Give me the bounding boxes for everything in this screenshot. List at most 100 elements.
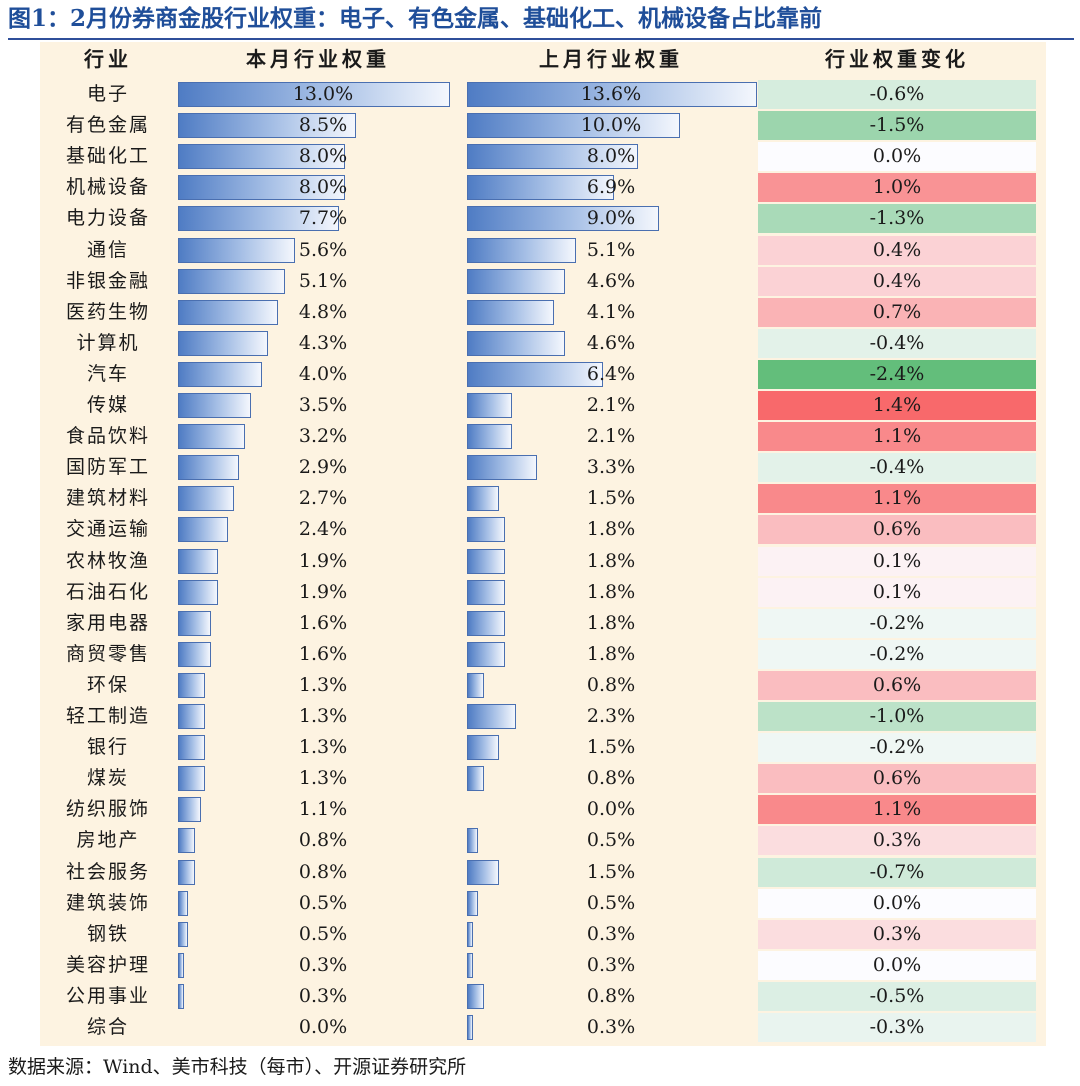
current-weight-bar bbox=[178, 610, 212, 636]
previous-weight-bar bbox=[467, 890, 478, 916]
weight-change-cell: -1.0% bbox=[758, 702, 1036, 731]
previous-weight-bar bbox=[467, 610, 506, 636]
current-weight-label: 1.6% bbox=[298, 642, 348, 665]
current-weight-bar bbox=[178, 299, 279, 325]
previous-weight-label: 0.5% bbox=[586, 829, 636, 852]
previous-weight-label: 10.0% bbox=[580, 114, 642, 137]
previous-weight-label: 4.6% bbox=[586, 269, 636, 292]
previous-weight-bar bbox=[467, 952, 474, 978]
current-weight-bar bbox=[178, 548, 218, 574]
weight-change-cell: 0.6% bbox=[758, 670, 1036, 700]
industry-name: 石油石化 bbox=[65, 580, 150, 603]
current-weight-label: 1.1% bbox=[298, 798, 348, 821]
previous-weight-label: 0.3% bbox=[586, 922, 636, 945]
weight-change-cell: -0.4% bbox=[758, 328, 1036, 358]
current-weight-label: 8.0% bbox=[298, 176, 348, 199]
figure-title: 图1：2月份券商金股行业权重：电子、有色金属、基础化工、机械设备占比靠前 bbox=[8, 5, 823, 32]
previous-weight-bar bbox=[467, 1015, 474, 1040]
weight-change-cell: -0.2% bbox=[758, 733, 1036, 763]
current-weight-label: 4.3% bbox=[298, 331, 348, 354]
weight-change-cell: 0.4% bbox=[758, 266, 1036, 296]
previous-weight-bar bbox=[467, 921, 474, 947]
previous-weight-label: 1.5% bbox=[586, 487, 636, 510]
header-industry: 行业 bbox=[84, 47, 132, 71]
current-weight-bar bbox=[178, 361, 262, 387]
previous-weight-bar bbox=[467, 424, 512, 450]
weight-change-cell: 0.3% bbox=[758, 919, 1036, 949]
current-weight-label: 5.1% bbox=[298, 269, 348, 292]
industry-name: 纺织服饰 bbox=[65, 798, 150, 821]
industry-name: 机械设备 bbox=[65, 176, 150, 199]
previous-weight-bar bbox=[467, 548, 506, 574]
weight-change-cell: 0.1% bbox=[758, 577, 1036, 607]
weight-change-cell: -0.2% bbox=[758, 608, 1036, 638]
previous-weight-bar bbox=[467, 237, 576, 263]
industry-name: 有色金属 bbox=[65, 114, 150, 137]
previous-weight-label: 0.5% bbox=[586, 891, 636, 914]
current-weight-label: 0.3% bbox=[298, 984, 348, 1007]
previous-weight-bar bbox=[467, 206, 659, 232]
industry-name: 通信 bbox=[86, 238, 129, 261]
previous-weight-label: 6.4% bbox=[586, 362, 636, 385]
previous-weight-label: 3.3% bbox=[586, 456, 636, 479]
current-weight-label: 7.7% bbox=[298, 207, 348, 230]
industry-name: 公用事业 bbox=[65, 984, 150, 1007]
industry-name: 电子 bbox=[86, 83, 129, 105]
header-weight-change: 行业权重变化 bbox=[825, 47, 969, 71]
current-weight-bar bbox=[178, 859, 195, 885]
current-weight-bar bbox=[178, 704, 206, 729]
industry-name: 传媒 bbox=[86, 394, 129, 416]
previous-weight-bar bbox=[467, 672, 485, 698]
current-weight-bar bbox=[178, 766, 206, 792]
previous-weight-bar bbox=[467, 330, 566, 356]
current-weight-label: 5.6% bbox=[298, 238, 348, 261]
source-note: 数据来源：Wind、美市科技（每市）、开源证券研究所 bbox=[8, 1056, 467, 1078]
current-weight-label: 0.8% bbox=[298, 860, 348, 883]
current-weight-bar bbox=[178, 175, 346, 201]
current-weight-bar bbox=[178, 144, 346, 170]
industry-name: 食品饮料 bbox=[65, 425, 150, 448]
header-current-weight: 本月行业权重 bbox=[246, 47, 390, 71]
weight-change-cell: -0.6% bbox=[758, 80, 1036, 109]
current-weight-bar bbox=[178, 983, 185, 1009]
current-weight-bar bbox=[178, 797, 201, 823]
current-weight-bar bbox=[178, 921, 189, 947]
current-weight-label: 1.3% bbox=[298, 767, 348, 790]
previous-weight-label: 1.5% bbox=[586, 860, 636, 883]
weight-change-cell: 0.6% bbox=[758, 764, 1036, 794]
previous-weight-label: 0.3% bbox=[586, 1016, 636, 1038]
previous-weight-label: 1.8% bbox=[586, 611, 636, 634]
previous-weight-label: 1.8% bbox=[586, 580, 636, 603]
industry-name: 家用电器 bbox=[65, 611, 150, 634]
current-weight-label: 3.5% bbox=[298, 394, 348, 416]
previous-weight-bar bbox=[467, 704, 517, 729]
industry-name: 环保 bbox=[86, 673, 129, 696]
industry-name: 钢铁 bbox=[86, 922, 129, 945]
current-weight-bar bbox=[178, 330, 268, 356]
industry-name: 房地产 bbox=[76, 829, 140, 852]
weight-change-cell: 1.0% bbox=[758, 173, 1036, 203]
industry-name: 建筑材料 bbox=[65, 487, 150, 510]
previous-weight-label: 0.8% bbox=[586, 673, 636, 696]
current-weight-bar bbox=[178, 672, 206, 698]
previous-weight-bar bbox=[467, 517, 506, 543]
previous-weight-label: 2.1% bbox=[586, 425, 636, 448]
previous-weight-bar bbox=[467, 268, 566, 294]
previous-weight-label: 4.6% bbox=[586, 331, 636, 354]
current-weight-label: 2.7% bbox=[298, 487, 348, 510]
previous-weight-bar bbox=[467, 579, 506, 605]
industry-name: 电力设备 bbox=[65, 207, 150, 230]
previous-weight-label: 1.5% bbox=[586, 736, 636, 759]
previous-weight-bar bbox=[467, 766, 485, 792]
weight-change-cell: 0.1% bbox=[758, 546, 1036, 576]
current-weight-bar bbox=[178, 82, 450, 107]
industry-name: 非银金融 bbox=[65, 269, 150, 292]
weight-change-cell: -1.3% bbox=[758, 204, 1036, 234]
industry-name: 社会服务 bbox=[65, 860, 150, 883]
current-weight-label: 1.3% bbox=[298, 736, 348, 759]
previous-weight-label: 1.8% bbox=[586, 518, 636, 541]
current-weight-label: 3.2% bbox=[298, 425, 348, 448]
current-weight-bar bbox=[178, 735, 206, 761]
weight-change-cell: -2.4% bbox=[758, 359, 1036, 389]
previous-weight-label: 2.1% bbox=[586, 394, 636, 416]
